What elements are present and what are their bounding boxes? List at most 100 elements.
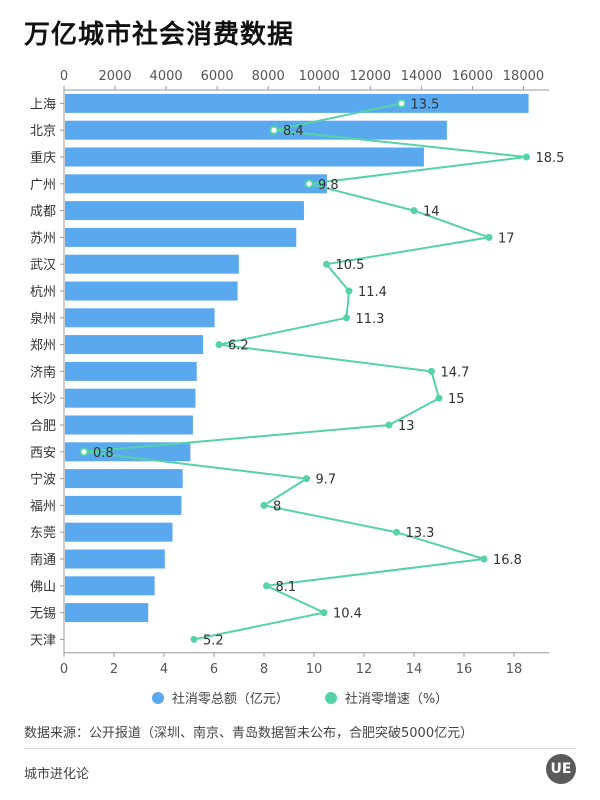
legend-label-growth: 社消零增速（%） [344, 692, 449, 707]
growth-data-label: 8.4 [283, 124, 304, 139]
growth-data-label: 13 [398, 419, 415, 434]
growth-point [260, 501, 268, 509]
legend-item-growth[interactable]: 社消零增速（%） [324, 688, 449, 707]
bar [65, 469, 183, 489]
top-tick-label: 4000 [150, 69, 183, 84]
growth-data-label: 5.2 [203, 633, 224, 648]
growth-data-label: 0.8 [93, 446, 114, 461]
bottom-tick-label: 8 [260, 662, 268, 677]
legend: 社消零总额（亿元） 社消零增速（%） [0, 688, 600, 707]
category-label: 武汉 [30, 258, 56, 273]
growth-point [304, 179, 314, 189]
bar [65, 147, 424, 167]
growth-data-label: 9.8 [318, 178, 339, 193]
footer-divider [24, 748, 576, 749]
chart-title: 万亿城市社会消费数据 [24, 20, 295, 50]
category-label: 上海 [30, 97, 56, 112]
growth-data-label: 11.3 [356, 312, 385, 327]
growth-point [190, 635, 198, 643]
growth-data-label: 6.2 [228, 339, 249, 354]
category-label: 广州 [30, 178, 56, 193]
growth-data-label: 14 [423, 205, 440, 220]
category-label: 西安 [30, 446, 56, 461]
bar [65, 120, 447, 140]
category-label: 北京 [30, 124, 56, 139]
category-label: 天津 [30, 633, 56, 648]
chart-canvas: 0 2000 4000 6000 8000 10000 12000 14000 16000 18 0… [30, 69, 564, 677]
bar [65, 522, 173, 542]
bar [65, 174, 327, 194]
category-label: 苏州 [30, 230, 56, 246]
bottom-tick-label: 16 [456, 662, 473, 677]
top-tick-label: 14000 [401, 69, 442, 84]
category-label: 东莞 [30, 526, 56, 541]
category-label: 杭州 [30, 285, 56, 300]
growth-data-label: 17 [498, 231, 515, 246]
bar [65, 281, 238, 301]
growth-data-label: 13.3 [406, 526, 435, 541]
growth-data-label: 13.5 [411, 97, 440, 112]
bar [65, 603, 149, 623]
category-label: 宁波 [30, 472, 56, 488]
growth-data-label: 15 [448, 392, 465, 407]
category-label: 合肥 [30, 419, 56, 434]
growth-data-label: 10.4 [333, 607, 362, 622]
bar [65, 549, 165, 569]
category-label: 佛山 [30, 580, 56, 595]
growth-point [393, 528, 400, 536]
top-tick-label: 12000 [350, 69, 391, 84]
growth-data-label: 9.7 [316, 473, 337, 488]
category-axis: 上海北京重庆广州成都苏州武汉杭州泉州郑州济南长沙合肥西安宁波福州东莞南通佛山无锡… [30, 90, 65, 653]
growth-point [263, 582, 270, 590]
bottom-tick-label: 2 [110, 662, 118, 677]
top-tick-label: 0 [60, 69, 68, 84]
category-label: 泉州 [30, 311, 56, 327]
growth-point [485, 233, 493, 241]
growth-point [343, 314, 350, 322]
category-label: 福州 [30, 499, 56, 514]
growth-data-label: 16.8 [493, 553, 522, 568]
top-tick-label: 2000 [99, 69, 132, 84]
brand-name: 城市进化论 [24, 767, 90, 782]
growth-data-label: 10.5 [336, 258, 365, 273]
brand-logo: UE [546, 754, 576, 784]
growth-point [79, 447, 89, 457]
growth-point [269, 125, 279, 135]
bar [65, 93, 529, 113]
legend-label-total: 社消零总额（亿元） [171, 692, 289, 707]
top-tick-label: 16000 [452, 69, 493, 84]
growth-point [435, 394, 443, 402]
bottom-tick-label: 18 [506, 662, 523, 677]
source-note: 数据来源：公开报道（深圳、南京、青岛数据暂未公布，合肥突破5000亿元） [24, 726, 474, 741]
growth-point [396, 98, 407, 109]
growth-point [410, 207, 418, 215]
legend-marker-total [151, 691, 164, 704]
bottom-tick-label: 0 [60, 662, 68, 677]
bar [65, 388, 196, 408]
bottom-tick-label: 4 [160, 662, 168, 677]
top-tick-label: 8000 [252, 69, 285, 84]
growth-point [480, 555, 488, 563]
category-label: 南通 [30, 552, 56, 568]
category-label: 郑州 [30, 339, 56, 354]
bar [65, 201, 304, 221]
growth-point [320, 609, 328, 617]
bar [65, 254, 239, 274]
bottom-tick-label: 10 [306, 662, 323, 677]
bar [65, 442, 191, 462]
growth-point [428, 367, 435, 375]
growth-point [303, 475, 310, 483]
bar-series [65, 93, 529, 623]
growth-point [385, 421, 393, 429]
bar [65, 415, 193, 435]
top-tick-label: 6000 [201, 69, 234, 84]
line-series: 13.5 8.4 18.5 9.8 14 17 10.5 11.4 11.3 6.2 14.7 15 1… [79, 97, 564, 648]
growth-point [523, 153, 530, 161]
category-label: 成都 [30, 205, 56, 220]
category-label: 无锡 [30, 607, 56, 622]
legend-item-total[interactable]: 社消零总额（亿元） [151, 688, 289, 707]
bottom-tick-label: 14 [406, 662, 423, 677]
bottom-tick-label: 12 [356, 662, 373, 677]
top-tick-label: 10000 [299, 69, 340, 84]
bar [65, 361, 197, 381]
